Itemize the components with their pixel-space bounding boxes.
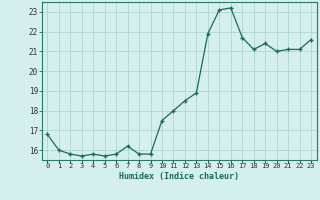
X-axis label: Humidex (Indice chaleur): Humidex (Indice chaleur): [119, 172, 239, 181]
